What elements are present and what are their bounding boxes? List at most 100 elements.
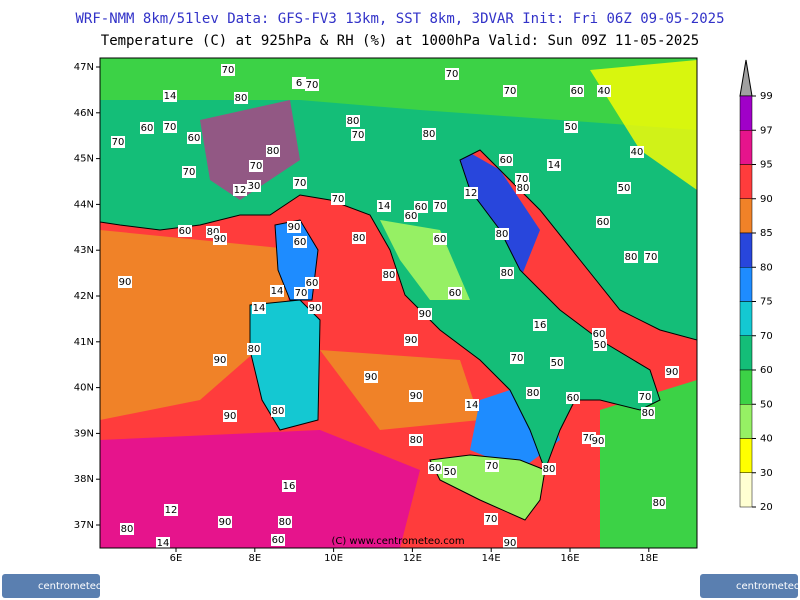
- colorbar-arrow: [739, 59, 753, 97]
- contour-label: 40: [631, 147, 644, 158]
- contour-label: 70: [446, 69, 459, 80]
- contour-label-box: [293, 236, 307, 248]
- contour-label-box: [630, 146, 644, 158]
- sardinia: [249, 299, 321, 431]
- lon-label: 10E: [324, 553, 343, 564]
- colorbar-band: [739, 95, 753, 131]
- contour-label: 70: [183, 167, 196, 178]
- contour-label: 60: [179, 226, 192, 237]
- header-line2: Temperature (C) at 925hPa & RH (%) at 10…: [101, 33, 699, 49]
- lat-label: 40N: [74, 383, 94, 394]
- logo-right: centrometeo: [700, 574, 800, 598]
- contour-label-box: [305, 79, 319, 91]
- contour-label: 70: [222, 65, 235, 76]
- contour-label: 70: [486, 461, 499, 472]
- contour-label-box: [213, 233, 227, 245]
- contour-label: 80: [383, 270, 396, 281]
- contour-label-box: [156, 537, 170, 548]
- contour-label-box: [644, 251, 658, 263]
- contour-label: 70: [306, 80, 319, 91]
- contour-label-box: [422, 128, 436, 140]
- contour-label-box: [233, 184, 247, 196]
- contour-label-box: [566, 392, 580, 404]
- contour-label: 70: [332, 194, 345, 205]
- contour-label: 80: [517, 183, 530, 194]
- contour-label-box: [533, 319, 547, 331]
- colorbar-label: 20: [760, 502, 773, 513]
- contour-label: 60: [500, 155, 513, 166]
- contour-label: 90: [504, 538, 517, 549]
- contour-label-box: [271, 405, 285, 417]
- colorbar-band: [739, 472, 753, 508]
- contour-label-box: [503, 85, 517, 97]
- contour-label: 60: [141, 123, 154, 134]
- contour-label: 80: [353, 233, 366, 244]
- sea-patch: [100, 430, 420, 548]
- contour-label-box: [221, 64, 235, 76]
- contour-label-box: [249, 160, 263, 172]
- contour-label: 14: [378, 201, 391, 212]
- contour-label-box: [364, 371, 378, 383]
- lon-label: 12E: [403, 553, 422, 564]
- contour-label-box: [448, 287, 462, 299]
- contour-label-box: [163, 90, 177, 102]
- contour-label: 90: [214, 355, 227, 366]
- header-line1: WRF-NMM 8km/51lev Data: GFS-FV3 13km, SS…: [75, 11, 724, 27]
- contour-label: 12: [234, 185, 247, 196]
- contour-label: 40: [598, 86, 611, 97]
- lat-label: 43N: [74, 245, 94, 256]
- logo-text: centrometeo: [38, 581, 102, 592]
- contour-label: 70: [504, 86, 517, 97]
- contour-label-box: [433, 233, 447, 245]
- contour-label-box: [266, 145, 280, 157]
- contour-label: 70: [164, 122, 177, 133]
- lon-label: 14E: [482, 553, 501, 564]
- contour-label-box: [484, 513, 498, 525]
- contour-label: 14: [164, 91, 177, 102]
- contour-label-box: [526, 387, 540, 399]
- colorbar-band: [739, 164, 753, 199]
- sea-patch: [100, 230, 300, 420]
- contour-label: 14: [548, 160, 561, 171]
- lon-label: 16E: [560, 553, 579, 564]
- contour-label: 60: [306, 278, 319, 289]
- logo-box: [700, 574, 798, 598]
- contour-label-box: [308, 302, 322, 314]
- contour-label: 70: [485, 514, 498, 525]
- contour-label: 90: [288, 222, 301, 233]
- contour-label-box: [118, 276, 132, 288]
- contour-label-box: [542, 463, 556, 475]
- contour-label: 60: [272, 535, 285, 546]
- contour-label-box: [433, 200, 447, 212]
- contour-label-box: [377, 200, 391, 212]
- contour-label: 80: [272, 406, 285, 417]
- contour-label-box: [592, 328, 606, 340]
- contour-label-box: [163, 121, 177, 133]
- lon-label: 18E: [639, 553, 658, 564]
- contour-label: 80: [121, 524, 134, 535]
- land-patch: [100, 58, 697, 130]
- colorbar-label: 85: [760, 228, 773, 239]
- colorbar-label: 90: [760, 194, 773, 205]
- contour-label-box: [111, 136, 125, 148]
- contour-label-box: [404, 210, 418, 222]
- colorbar-label: 50: [760, 399, 773, 410]
- contour-label: 80: [248, 344, 261, 355]
- contour-label-box: [597, 85, 611, 97]
- contour-label-box: [404, 334, 418, 346]
- contour-label: 60: [434, 234, 447, 245]
- colorbar-band: [739, 301, 753, 336]
- contour-label-box: [465, 399, 479, 411]
- contour-label-box: [270, 285, 284, 297]
- contour-label: 70: [583, 433, 596, 444]
- contour-label: 80: [543, 464, 556, 475]
- colorbar-band: [739, 267, 753, 302]
- contour-label-box: [287, 221, 301, 233]
- colorbar-label: 30: [760, 468, 773, 479]
- lat-label: 47N: [74, 62, 94, 73]
- contour-label-box: [351, 129, 365, 141]
- contour-label: 70: [112, 137, 125, 148]
- contour-label: 90: [214, 234, 227, 245]
- colorbar: 99 97 95 90 85 80 75 70 60 50 40 30 20: [739, 59, 773, 513]
